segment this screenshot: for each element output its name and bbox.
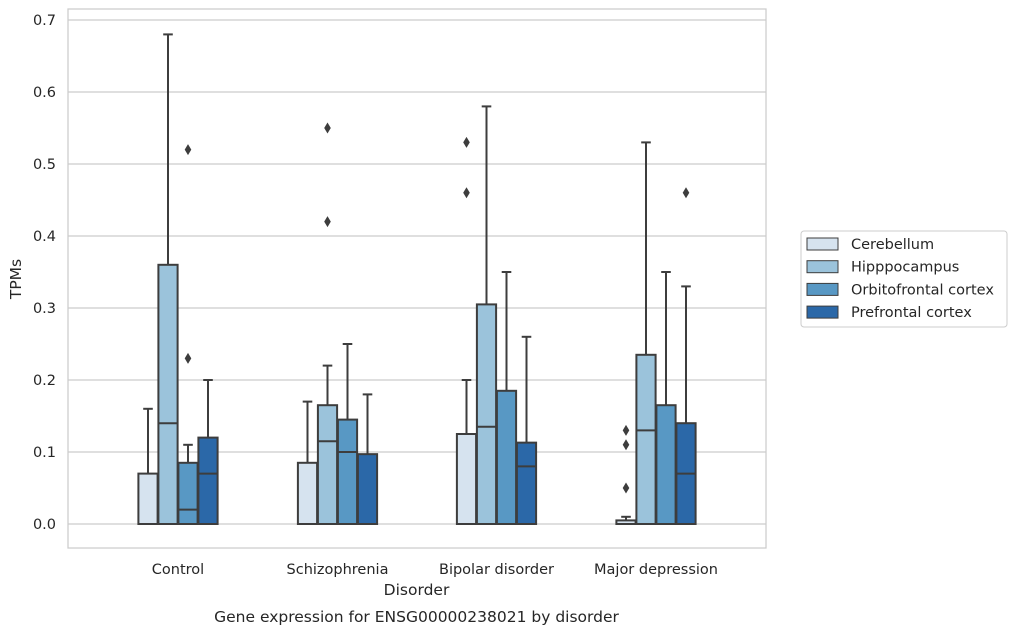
box bbox=[495, 271, 518, 525]
outlier-point bbox=[682, 187, 690, 199]
box-body bbox=[336, 418, 359, 526]
plot-area-frame bbox=[67, 8, 767, 549]
box bbox=[615, 424, 637, 526]
legend-swatch bbox=[806, 282, 839, 296]
chart-caption: Gene expression for ENSG00000238021 by d… bbox=[214, 608, 619, 626]
box bbox=[336, 343, 359, 526]
box-series bbox=[137, 33, 697, 526]
box bbox=[675, 187, 697, 526]
y-axis-label: TPMs bbox=[7, 259, 25, 300]
box-body bbox=[316, 404, 339, 526]
outlier-point bbox=[622, 439, 630, 451]
outlier-point bbox=[324, 216, 331, 228]
x-axis-ticks: Control Schizophrenia Bipolar disorder Majo… bbox=[152, 562, 718, 578]
box-body bbox=[197, 436, 219, 526]
legend-swatch bbox=[806, 260, 839, 274]
y-tick-label: 0.5 bbox=[33, 157, 56, 173]
box bbox=[177, 144, 199, 525]
y-tick-label: 0.7 bbox=[33, 13, 56, 29]
y-axis-ticks: 0.0 0.1 0.2 0.3 0.4 0.5 0.6 0.7 bbox=[33, 13, 56, 533]
box bbox=[137, 407, 159, 526]
outlier-point bbox=[622, 482, 630, 494]
legend: Cerebellum Hipppocampus Orbitofrontal cort… bbox=[800, 230, 1008, 328]
box-body bbox=[455, 433, 478, 525]
y-tick-label: 0.6 bbox=[33, 85, 56, 101]
box-body bbox=[177, 461, 199, 525]
legend-swatch bbox=[806, 237, 839, 251]
legend-label: Prefrontal cortex bbox=[851, 305, 972, 321]
box bbox=[197, 379, 219, 526]
box-body bbox=[137, 472, 159, 526]
box bbox=[316, 122, 339, 526]
box bbox=[296, 400, 319, 525]
series-prefrontal-cortex bbox=[197, 187, 697, 526]
legend-swatch bbox=[806, 305, 839, 319]
box bbox=[635, 141, 657, 525]
legend-label: Cerebellum bbox=[851, 237, 934, 253]
outlier-point bbox=[463, 187, 470, 199]
box bbox=[455, 136, 478, 525]
box-body bbox=[157, 263, 179, 525]
outlier-point bbox=[184, 352, 192, 364]
legend-label: Orbitofrontal cortex bbox=[851, 282, 994, 298]
box bbox=[515, 335, 538, 526]
box-body bbox=[635, 353, 657, 525]
grid-lines bbox=[68, 19, 766, 525]
x-tick-label: Bipolar disorder bbox=[439, 562, 554, 578]
y-tick-label: 0.1 bbox=[33, 445, 56, 461]
outlier-point bbox=[184, 144, 192, 156]
y-tick-label: 0.0 bbox=[33, 517, 56, 533]
box-body bbox=[655, 404, 677, 526]
legend-frame bbox=[800, 230, 1008, 328]
box bbox=[655, 271, 677, 526]
outlier-point bbox=[463, 136, 470, 148]
x-tick-label: Major depression bbox=[594, 562, 718, 578]
box-body bbox=[495, 389, 518, 525]
legend-label: Hipppocampus bbox=[851, 260, 959, 276]
box-body bbox=[615, 519, 637, 526]
y-tick-label: 0.4 bbox=[33, 229, 56, 245]
x-tick-label: Schizophrenia bbox=[287, 562, 389, 578]
box-body bbox=[515, 441, 538, 526]
outlier-point bbox=[324, 122, 331, 134]
box-body bbox=[475, 303, 498, 525]
outlier-point bbox=[622, 424, 630, 436]
y-tick-label: 0.2 bbox=[33, 373, 56, 389]
box bbox=[475, 105, 498, 525]
series-orbitofrontal-cortex bbox=[177, 144, 677, 526]
x-tick-label: Control bbox=[152, 562, 204, 578]
box bbox=[157, 33, 179, 525]
x-axis-label: Disorder bbox=[384, 581, 450, 599]
box bbox=[356, 393, 379, 525]
box-body bbox=[296, 461, 319, 525]
box-body bbox=[356, 453, 379, 525]
y-tick-label: 0.3 bbox=[33, 301, 56, 317]
series-hipppocampus bbox=[157, 33, 657, 526]
